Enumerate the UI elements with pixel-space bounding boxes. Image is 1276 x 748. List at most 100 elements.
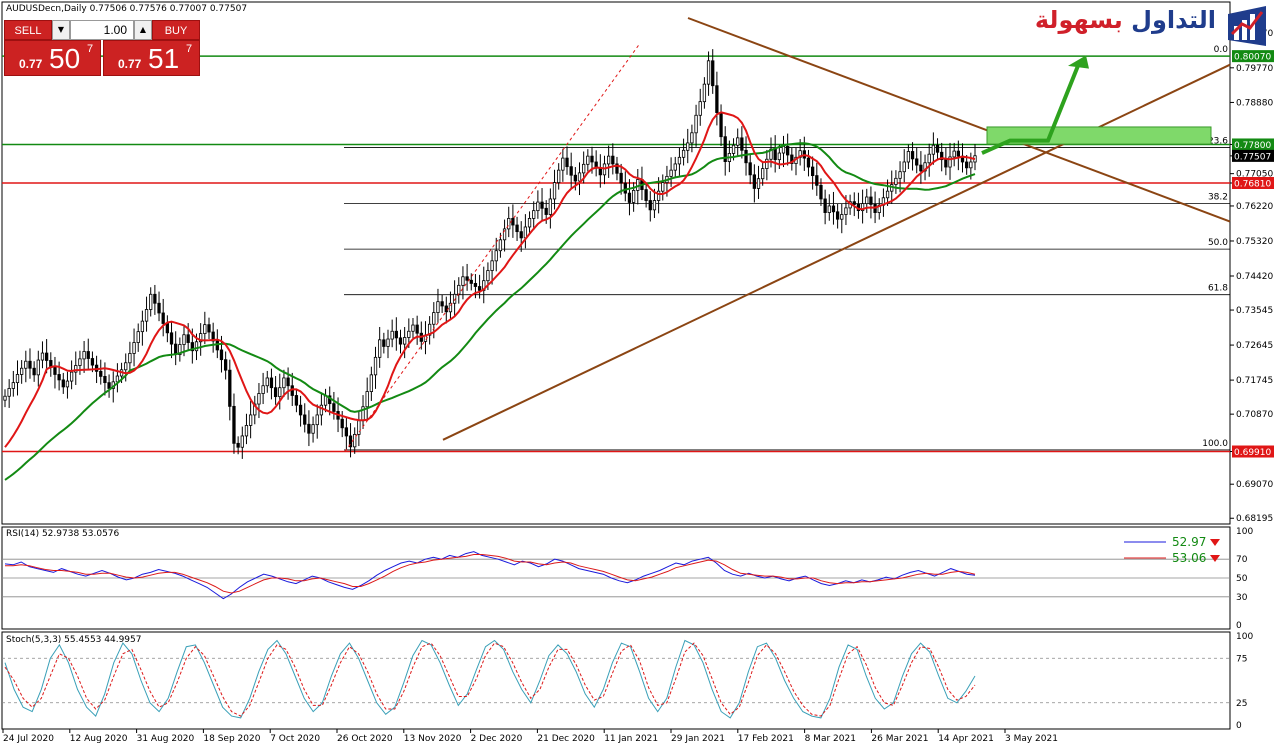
candle-body <box>565 157 569 168</box>
candle-body <box>773 148 777 161</box>
sell-price-prefix: 0.77 <box>19 57 43 71</box>
candle-body <box>444 305 448 313</box>
candle-body <box>944 159 948 168</box>
x-tick-label: 3 May 2021 <box>1005 734 1058 744</box>
candle-body <box>681 149 686 158</box>
y-tick-label: 0.69070 <box>1236 480 1273 490</box>
candle-body <box>36 359 40 376</box>
candle-body <box>236 442 240 448</box>
candle-body <box>507 218 511 230</box>
brand-logo-part1: التداول <box>1131 6 1216 34</box>
candle-body <box>673 163 677 171</box>
candle-body <box>502 228 507 241</box>
stoch-series-line <box>4 642 976 717</box>
buy-price[interactable]: 0.77 51 7 <box>103 40 200 76</box>
candle-body <box>157 302 161 314</box>
volume-up-icon[interactable]: ▲ <box>134 20 152 40</box>
volume-down-icon[interactable]: ▼ <box>52 20 70 40</box>
candle-body <box>427 323 432 336</box>
rsi-legend-value: 53.06 <box>1172 551 1206 565</box>
candle-body <box>82 351 86 360</box>
candle-body <box>827 205 831 213</box>
candle-body <box>656 190 661 201</box>
x-tick-label: 13 Nov 2020 <box>404 734 462 744</box>
buy-button[interactable]: BUY <box>152 20 200 40</box>
x-tick-label: 14 Apr 2021 <box>938 734 994 744</box>
candle-body <box>781 146 786 154</box>
candle-body <box>357 420 361 435</box>
candle-body <box>165 323 170 334</box>
volume-input[interactable]: 1.00 <box>70 20 134 40</box>
candle-body <box>140 320 145 333</box>
candle-body <box>519 231 523 239</box>
candle-body <box>432 312 436 325</box>
rsi-y-tick-label: 0 <box>1236 621 1242 631</box>
candle-body <box>910 151 915 160</box>
candle-body <box>199 333 203 343</box>
x-tick-label: 31 Aug 2020 <box>137 734 195 744</box>
descending-trendline <box>687 17 1231 223</box>
candle-body <box>115 375 120 383</box>
y-tick-label: 0.74420 <box>1236 272 1273 282</box>
candle-body <box>224 359 228 371</box>
candle-body <box>661 182 665 192</box>
candle-body <box>840 214 844 220</box>
candle-body <box>948 156 952 168</box>
candle-body <box>103 376 107 384</box>
candle-body <box>623 182 627 194</box>
candle-body <box>744 149 748 164</box>
candle-body <box>532 210 536 219</box>
candle-body <box>477 286 482 291</box>
candle-body <box>61 379 65 388</box>
candle-body <box>461 276 465 286</box>
rsi-series-line <box>5 554 976 594</box>
moving-average-green <box>4 142 976 481</box>
candle-body <box>448 302 453 313</box>
sell-price-pips: 50 <box>49 43 81 74</box>
sell-price[interactable]: 0.77 50 7 <box>4 40 101 76</box>
candle-body <box>711 60 715 87</box>
buy-price-fraction: 7 <box>186 43 193 55</box>
candle-body <box>99 370 103 377</box>
candle-body <box>3 395 7 401</box>
candle-body <box>740 137 744 151</box>
fib-level-label: 100.0 <box>1202 439 1228 449</box>
candle-body <box>694 114 698 134</box>
candle-body <box>931 144 936 155</box>
candle-body <box>15 374 20 384</box>
candle-body <box>627 192 632 203</box>
candle-body <box>332 403 336 412</box>
x-tick-label: 24 Jul 2020 <box>3 734 54 744</box>
candle-body <box>648 200 652 211</box>
candle-body <box>702 83 707 103</box>
fib-level-label: 0.0 <box>1214 45 1229 55</box>
candle-body <box>390 330 394 340</box>
candle-body <box>819 184 823 200</box>
sell-button[interactable]: SELL <box>4 20 52 40</box>
candle-body <box>286 377 290 387</box>
candle-body <box>865 196 869 205</box>
y-tick-label: 0.70870 <box>1236 410 1273 420</box>
candle-body <box>965 161 969 169</box>
x-tick-label: 7 Oct 2020 <box>270 734 320 744</box>
candle-body <box>257 393 261 405</box>
projection-arrowhead <box>1068 55 1089 69</box>
candle-body <box>590 155 594 163</box>
candle-body <box>307 423 311 434</box>
y-tick-label: 0.75320 <box>1236 237 1273 247</box>
candle-body <box>340 418 344 429</box>
candle-body <box>652 200 657 211</box>
x-tick-label: 8 Mar 2021 <box>805 734 856 744</box>
candle-body <box>278 387 282 398</box>
main-panel-frame <box>1 1 1231 525</box>
candle-body <box>831 205 836 213</box>
candle-body <box>169 332 174 345</box>
candle-body <box>53 367 57 375</box>
candle-body <box>810 166 815 177</box>
stoch-panel-frame <box>1 631 1231 730</box>
candle-body <box>403 337 407 345</box>
candle-body <box>215 340 219 351</box>
candle-body <box>232 405 236 444</box>
candle-body <box>607 155 611 165</box>
candle-body <box>469 279 473 284</box>
